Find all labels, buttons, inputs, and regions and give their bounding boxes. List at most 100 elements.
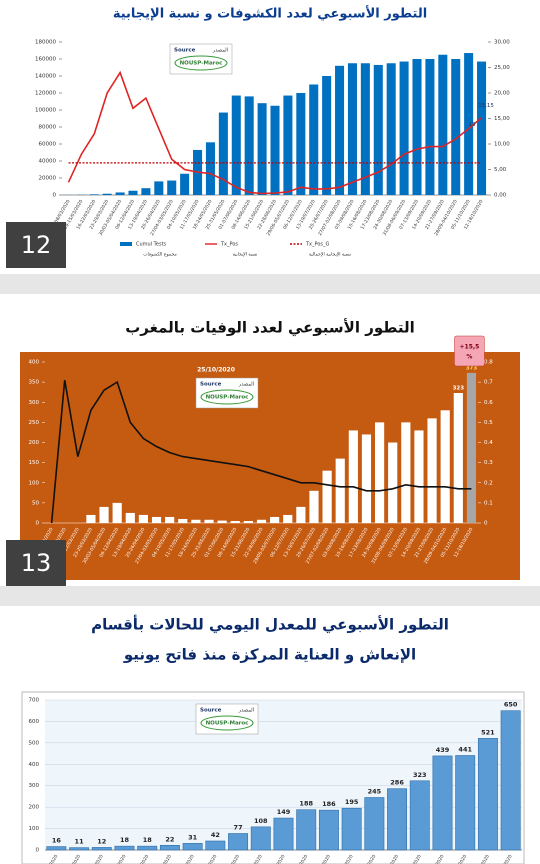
y-tick-label: 300	[29, 400, 40, 406]
bar	[360, 63, 370, 195]
data-label: 18	[120, 836, 130, 844]
bar	[91, 847, 112, 851]
source-name: NOUSP-Maroc	[206, 395, 249, 401]
data-label: 22	[165, 835, 174, 843]
y-tick-label: 200	[29, 440, 40, 446]
bar	[425, 59, 435, 195]
bar	[231, 95, 241, 195]
data-label: 286	[390, 779, 404, 787]
y-tick-label: 350	[29, 380, 40, 386]
annotation-text: +15,5	[460, 344, 480, 351]
source-name: NOUSP-Maroc	[180, 61, 223, 67]
data-label: 186	[322, 800, 336, 808]
data-label: 521	[481, 728, 495, 736]
data-label: 149	[277, 808, 291, 816]
bar	[296, 809, 317, 851]
bar	[348, 430, 358, 523]
data-label: 108	[254, 817, 268, 825]
y-tick-label: 0	[53, 193, 57, 199]
bar	[89, 194, 99, 195]
data-label: 195	[345, 798, 359, 806]
data-label: 18	[143, 836, 153, 844]
bar	[112, 502, 122, 523]
legend-label-ar: مجموع الكشوفات	[143, 252, 177, 258]
y-tick-label: 150	[29, 460, 40, 466]
bar	[191, 519, 201, 523]
bar	[182, 843, 203, 851]
y-tick-label: 0	[36, 848, 40, 854]
y2-tick-label: 0.4	[484, 440, 493, 446]
bar	[309, 84, 319, 195]
bar	[230, 520, 240, 523]
y-tick-label: 20000	[39, 176, 57, 182]
bar	[361, 434, 372, 523]
y2-tick-label: 0.8	[484, 360, 493, 366]
source-name: NOUSP-Maroc	[206, 721, 249, 727]
bar	[217, 520, 227, 523]
bar	[128, 190, 138, 195]
legend-label-ar: نسبة الإيجابية الإجمالية	[309, 253, 351, 258]
data-label: 188	[299, 800, 313, 808]
data-label: 439	[436, 746, 450, 754]
source-label-ar: المصدر	[212, 48, 228, 54]
bar	[270, 516, 280, 523]
logo	[200, 715, 254, 731]
bar	[388, 442, 398, 523]
bar	[409, 780, 430, 851]
y2-tick-label: 0,00	[494, 193, 507, 199]
bar	[341, 807, 362, 851]
bar	[138, 514, 149, 523]
bar	[137, 845, 158, 851]
bar	[159, 844, 180, 851]
y-tick-label: 400	[29, 360, 40, 366]
bar	[141, 188, 151, 195]
bar	[373, 64, 383, 195]
bar	[364, 797, 385, 851]
bar	[205, 840, 226, 851]
data-label: 42	[211, 831, 220, 839]
source-label: Source	[174, 48, 196, 54]
bar	[283, 514, 293, 523]
bar	[270, 105, 280, 195]
y2-tick-label: 10,00	[494, 142, 510, 148]
bar	[322, 470, 332, 523]
legend-label-ar: نسبة الإيجابية	[233, 253, 258, 258]
y2-tick-label: 15,00	[494, 116, 510, 122]
bar	[257, 103, 267, 195]
annotation-unit: %	[466, 354, 472, 361]
chart-title: التطور الأسبوعي للمعدل اليومي للحالات بأ…	[91, 615, 449, 634]
bar	[167, 180, 177, 195]
y-tick-label: 80000	[39, 125, 57, 131]
y2-tick-label: 0.3	[484, 460, 493, 466]
y-tick-label: 100	[29, 826, 40, 832]
bar	[453, 392, 463, 523]
y-tick-label: 60000	[39, 142, 57, 148]
bar	[386, 63, 396, 195]
source-label-ar: المصدر	[238, 708, 254, 714]
line-series	[67, 70, 483, 195]
y2-tick-label: 0.1	[484, 500, 493, 506]
bar	[466, 372, 477, 523]
logo	[174, 55, 228, 71]
y-tick-label: 100	[29, 480, 40, 486]
y-tick-label: 250	[29, 420, 40, 426]
bar	[401, 422, 411, 523]
y2-tick-label: 0.6	[484, 400, 493, 406]
bar	[438, 54, 448, 195]
bar	[204, 519, 214, 523]
legend-swatch	[120, 242, 132, 246]
bar	[451, 59, 461, 195]
y-tick-label: 120000	[35, 91, 56, 97]
page-badge-number: 12	[21, 231, 52, 259]
y-tick-label: 0	[36, 521, 40, 527]
y-tick-label: 700	[29, 698, 40, 704]
data-label: 12	[97, 837, 106, 845]
bar	[335, 458, 345, 523]
bar	[477, 738, 498, 851]
data-label: 323	[453, 385, 465, 391]
bar	[455, 755, 476, 851]
data-label: 245	[368, 788, 382, 796]
bar	[114, 845, 135, 851]
data-label: 441	[458, 746, 472, 754]
annotation: 13	[469, 122, 476, 128]
